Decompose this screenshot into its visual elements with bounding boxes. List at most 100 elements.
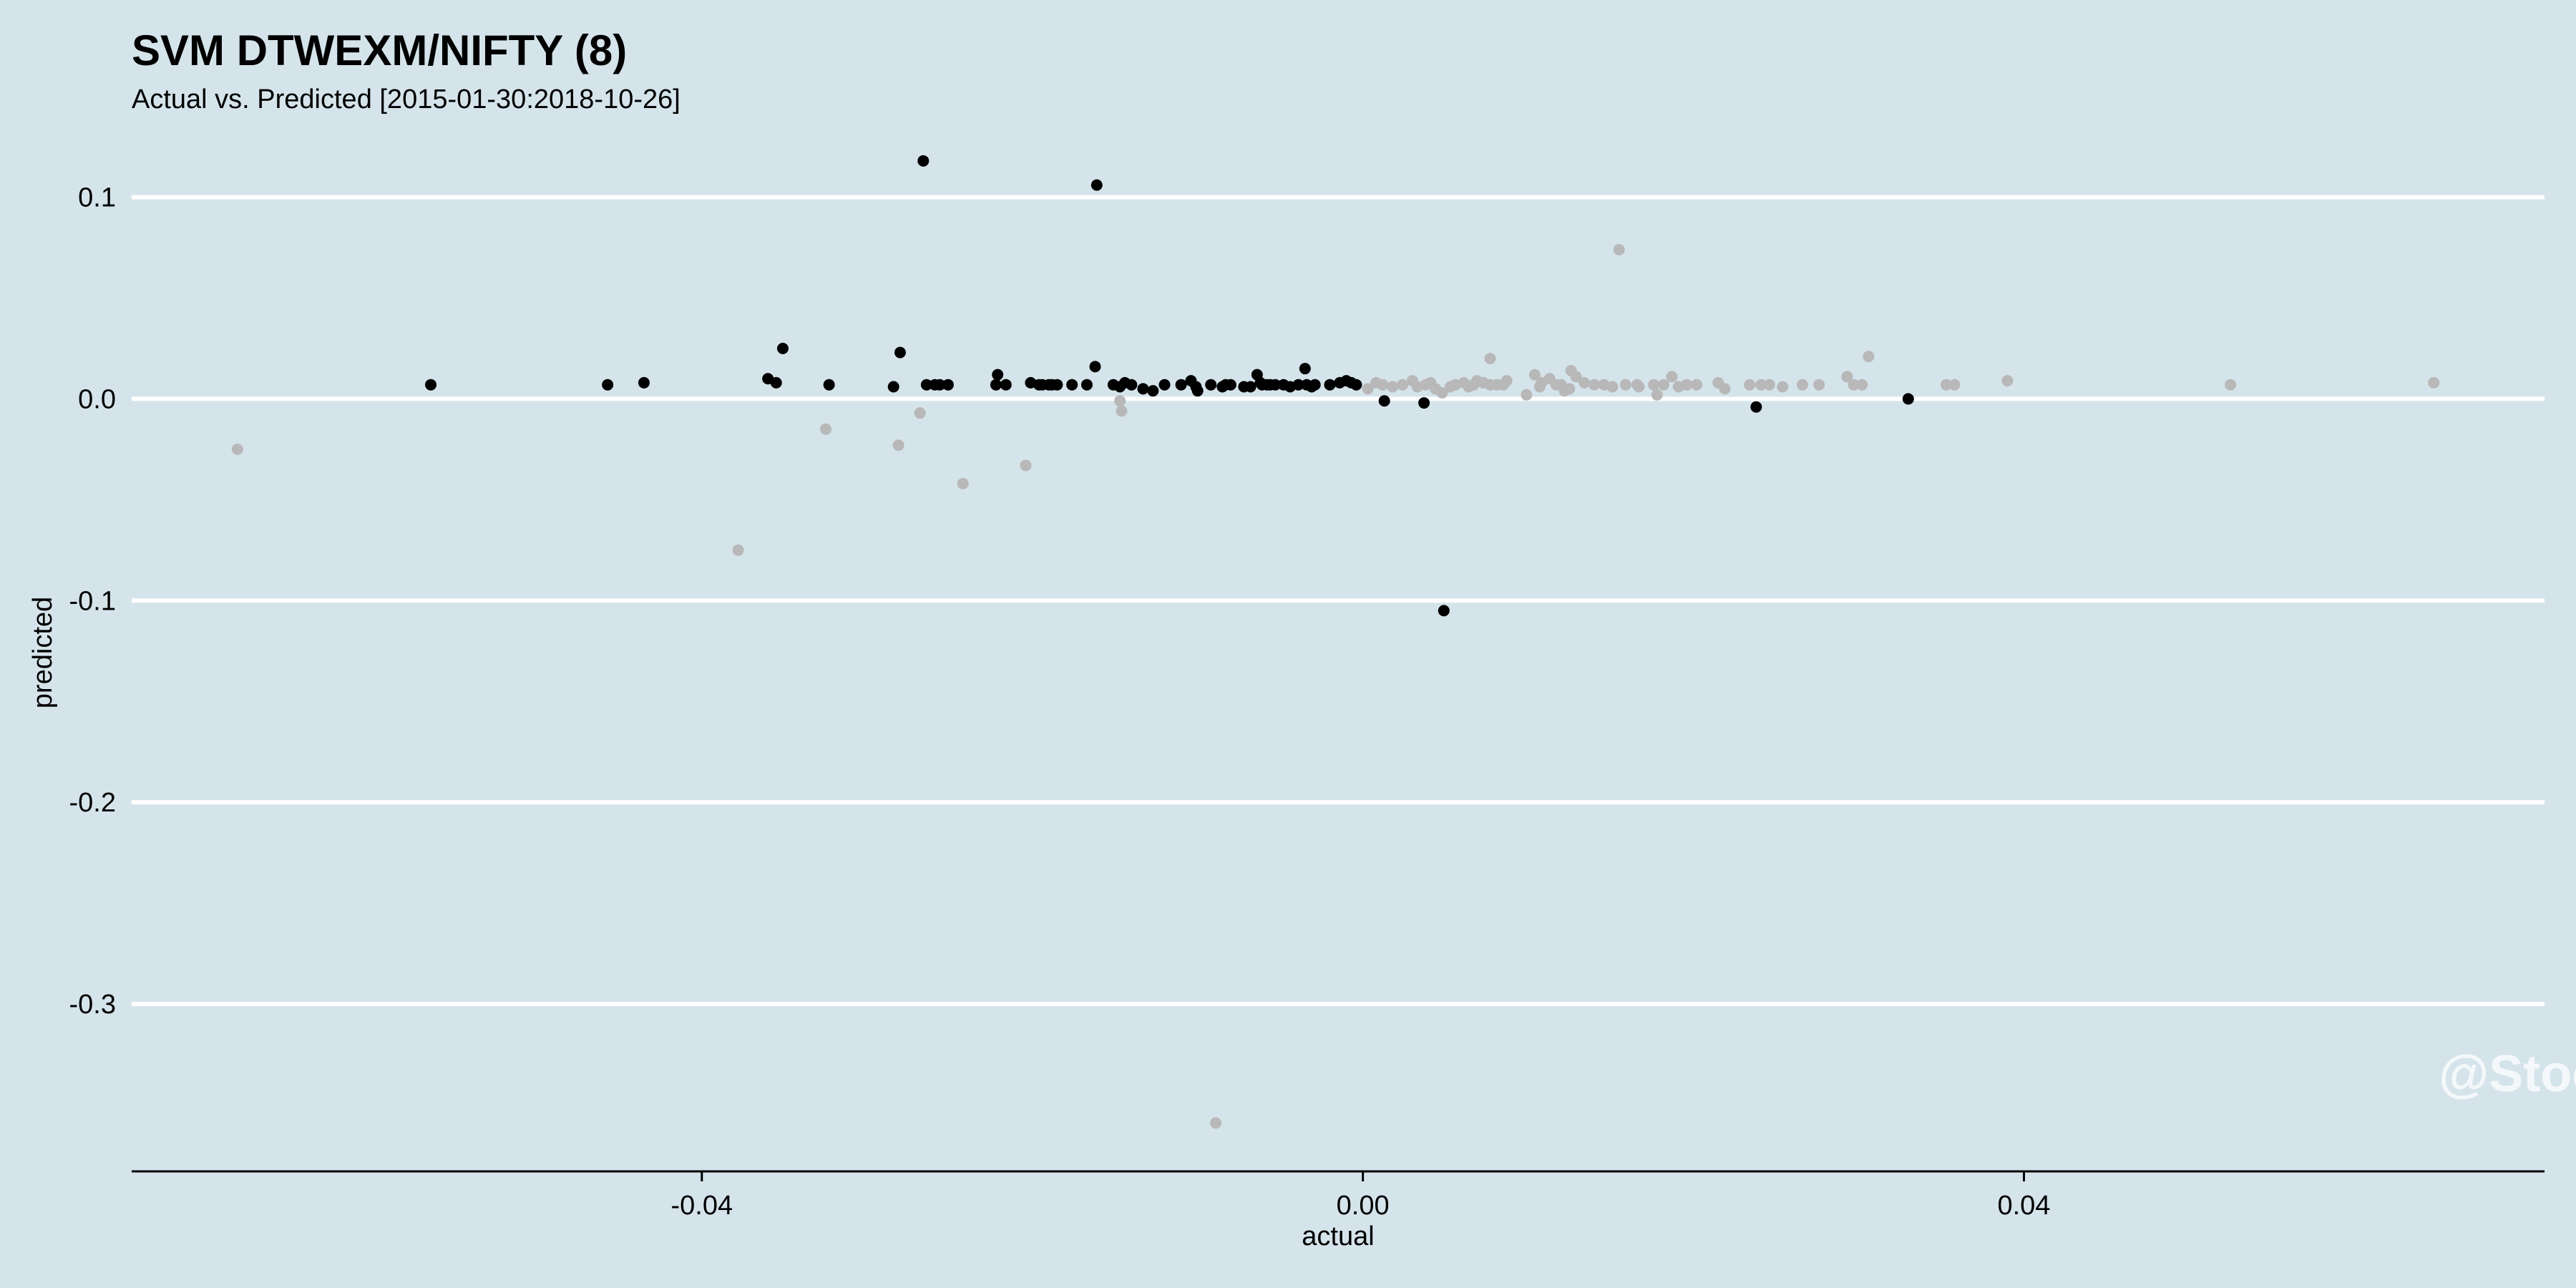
scatter-point [1813, 379, 1825, 391]
scatter-point [1051, 379, 1063, 391]
scatter-point [1666, 371, 1678, 383]
y-tick-label: -0.2 [69, 788, 116, 818]
scatter-point [1205, 379, 1217, 391]
scatter-point [934, 379, 946, 391]
scatter-point [1579, 376, 1591, 389]
scatter-point [1848, 379, 1860, 391]
scatter-point [1619, 379, 1631, 391]
scatter-point [1691, 379, 1703, 391]
scatter-point [1796, 379, 1808, 391]
scatter-point [1175, 379, 1187, 391]
scatter-point [1588, 379, 1600, 391]
scatter-point [231, 443, 243, 455]
scatter-point [1377, 379, 1389, 391]
grid-layer [132, 195, 2545, 1007]
scatter-point [1210, 1117, 1222, 1129]
scatter-point [1224, 379, 1236, 391]
scatter-point [957, 477, 969, 489]
scatter-point [892, 439, 904, 452]
scatter-point [1116, 405, 1128, 417]
scatter-point [990, 379, 1002, 391]
scatter-point [1763, 379, 1775, 391]
scatter-point [1378, 395, 1390, 407]
scatter-point [1137, 383, 1149, 395]
scatter-point [920, 379, 932, 391]
scatter-point [2225, 379, 2237, 391]
x-tick-label: 0.04 [1997, 1191, 2050, 1221]
x-tick-label: 0.00 [1337, 1191, 1390, 1221]
scatter-point [638, 376, 650, 389]
scatter-point [1606, 381, 1619, 393]
scatter-point [820, 423, 832, 435]
scatter-point [1651, 389, 1663, 401]
scatter-point [1750, 401, 1762, 413]
scatter-point [1613, 243, 1625, 255]
scatter-point [770, 376, 782, 389]
scatter-point [992, 369, 1004, 381]
scatter-point [1438, 605, 1450, 617]
scatter-point [776, 342, 789, 354]
chart-title: SVM DTWEXM/NIFTY (8) [132, 26, 628, 74]
scatter-point [1902, 393, 1914, 405]
scatter-point [1719, 383, 1731, 395]
scatter-point [1309, 379, 1321, 391]
scatter-point [602, 379, 614, 391]
scatter-point [1387, 381, 1399, 393]
scatter-point [1089, 361, 1101, 373]
watermark: @StockViz [2439, 1045, 2576, 1103]
scatter-point [1350, 379, 1362, 391]
scatter-point [1299, 363, 1311, 375]
y-tick-label: 0.0 [78, 384, 116, 414]
scatter-point [1397, 379, 1409, 391]
scatter-point [1066, 379, 1078, 391]
scatter-point [1484, 353, 1496, 365]
scatter-point [1269, 379, 1282, 391]
scatter-point [1418, 397, 1430, 409]
scatter-point [1563, 383, 1576, 395]
scatter-point [1744, 379, 1756, 391]
scatter-point [1863, 351, 1875, 363]
scatter-point [1521, 389, 1533, 401]
scatter-point [887, 381, 899, 393]
scatter-point [1020, 459, 1032, 472]
scatter-point [1191, 385, 1204, 397]
tick-layer: 0.1 0.0 -0.1 -0.2 -0.3 -0.04 0.00 0.04 [69, 183, 2051, 1221]
scatter-point [1948, 379, 1961, 391]
scatter-point [1657, 379, 1669, 391]
scatter-point [1091, 179, 1103, 191]
scatter-point [2428, 376, 2440, 389]
scatter-point [1501, 375, 1513, 387]
scatter-point [1362, 383, 1374, 395]
scatter-point [823, 379, 835, 391]
scatter-point [914, 407, 926, 419]
scatter-point [1681, 379, 1693, 391]
scatter-point [1147, 385, 1159, 397]
x-tick-label: -0.04 [670, 1191, 733, 1221]
scatter-point [2001, 375, 2014, 387]
scatter-point [1648, 379, 1660, 391]
scatter-point [1158, 379, 1171, 391]
scatter-point [1080, 379, 1093, 391]
scatter-point [732, 544, 744, 556]
scatter-point [1528, 369, 1541, 381]
chart-subtitle: Actual vs. Predicted [2015-01-30:2018-10… [132, 84, 680, 114]
scatter-point [1533, 381, 1546, 393]
scatter-point [942, 379, 954, 391]
scatter-point [1292, 379, 1304, 391]
scatter-point [1570, 371, 1582, 383]
scatter-point [425, 379, 437, 391]
scatter-point [1777, 381, 1789, 393]
points-layer [231, 155, 2440, 1129]
scatter-point [1000, 379, 1012, 391]
scatter-point [1126, 379, 1138, 391]
scatter-point [1755, 379, 1767, 391]
scatter-point [1631, 379, 1644, 391]
x-axis-label: actual [1302, 1221, 1374, 1252]
y-tick-label: 0.1 [78, 183, 116, 213]
scatter-point [1114, 395, 1126, 407]
scatter-point [1940, 379, 1952, 391]
scatter-point [1244, 381, 1257, 393]
y-tick-label: -0.3 [69, 990, 116, 1020]
